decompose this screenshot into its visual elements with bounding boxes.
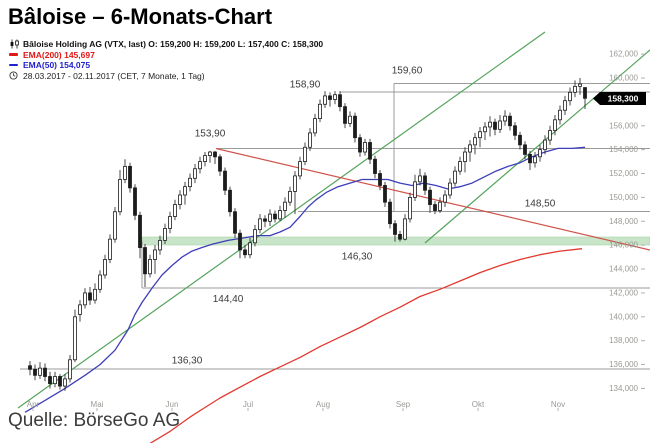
svg-text:Apr: Apr <box>27 400 40 409</box>
uptrend-channel-line <box>424 49 650 244</box>
level-lines: 159,60 158,90 153,90 148,50 144,40 136,30 146,… <box>20 66 650 370</box>
svg-text:156,000: 156,000 <box>609 121 638 130</box>
ema200-line-icon <box>9 53 23 56</box>
ema50-line-icon <box>9 63 23 67</box>
svg-text:Mai: Mai <box>91 400 104 409</box>
svg-text:146,30: 146,30 <box>342 252 373 263</box>
last-price-tag: 158,300 <box>593 92 646 105</box>
svg-text:142,000: 142,000 <box>609 288 638 297</box>
legend-period-row: 28.03.2017 - 02.11.2017 (CET, 7 Monate, … <box>9 71 323 81</box>
uptrend-main-line <box>17 31 546 409</box>
svg-text:152,000: 152,000 <box>609 169 638 178</box>
svg-text:Aug: Aug <box>316 400 330 409</box>
svg-text:158,90: 158,90 <box>290 80 321 91</box>
y-axis-labels: 134,000 136,000 138,000 140,000 142,000 144,0… <box>609 50 645 393</box>
svg-text:Sep: Sep <box>396 400 411 409</box>
svg-text:136,30: 136,30 <box>172 356 203 367</box>
svg-text:159,60: 159,60 <box>392 66 423 77</box>
svg-text:146,000: 146,000 <box>609 241 638 250</box>
legend-instrument-row: Bâloise Holding AG (VTX, last) O: 159,20… <box>9 39 323 49</box>
svg-text:144,40: 144,40 <box>213 294 244 305</box>
page-title: Bâloise – 6-Monats-Chart <box>8 4 273 29</box>
svg-text:Okt: Okt <box>472 400 485 409</box>
svg-text:Jul: Jul <box>243 400 253 409</box>
svg-text:154,000: 154,000 <box>609 145 638 154</box>
candles-layer <box>28 78 587 391</box>
svg-text:Nov: Nov <box>551 400 565 409</box>
support-band <box>141 236 650 246</box>
svg-text:158,300: 158,300 <box>608 94 639 104</box>
source-credit: Quelle: BörseGo AG <box>8 410 181 431</box>
x-axis-labels: Apr Mai Jun Jul Aug Sep Okt Nov <box>27 400 565 411</box>
ema50-text: EMA(50) 154,075 <box>23 60 91 70</box>
ema200-line <box>149 248 583 443</box>
svg-text:138,000: 138,000 <box>609 336 638 345</box>
instrument-ohlc-text: Bâloise Holding AG (VTX, last) O: 159,20… <box>23 39 324 49</box>
legend-ema200-row: EMA(200) 145,697 <box>9 50 323 60</box>
ema200-text: EMA(200) 145,697 <box>23 49 95 60</box>
ema50-line <box>24 146 586 413</box>
svg-text:134,000: 134,000 <box>609 384 638 393</box>
svg-text:162,000: 162,000 <box>609 50 638 59</box>
clock-icon <box>9 71 23 80</box>
downtrend-line <box>215 147 650 251</box>
svg-text:160,000: 160,000 <box>609 74 638 83</box>
svg-text:144,000: 144,000 <box>609 265 638 274</box>
period-text: 28.03.2017 - 02.11.2017 (CET, 7 Monate, … <box>23 70 205 81</box>
candlestick-icon <box>9 39 23 49</box>
chart-legend: Bâloise Holding AG (VTX, last) O: 159,20… <box>9 39 323 81</box>
svg-text:153,90: 153,90 <box>195 129 226 140</box>
svg-text:Jun: Jun <box>166 400 179 409</box>
legend-ema50-row: EMA(50) 154,075 <box>9 60 323 70</box>
svg-text:150,000: 150,000 <box>609 193 638 202</box>
svg-text:136,000: 136,000 <box>609 360 638 369</box>
trendlines <box>17 31 650 409</box>
svg-text:148,50: 148,50 <box>525 199 556 210</box>
svg-text:140,000: 140,000 <box>609 312 638 321</box>
svg-text:148,000: 148,000 <box>609 217 638 226</box>
